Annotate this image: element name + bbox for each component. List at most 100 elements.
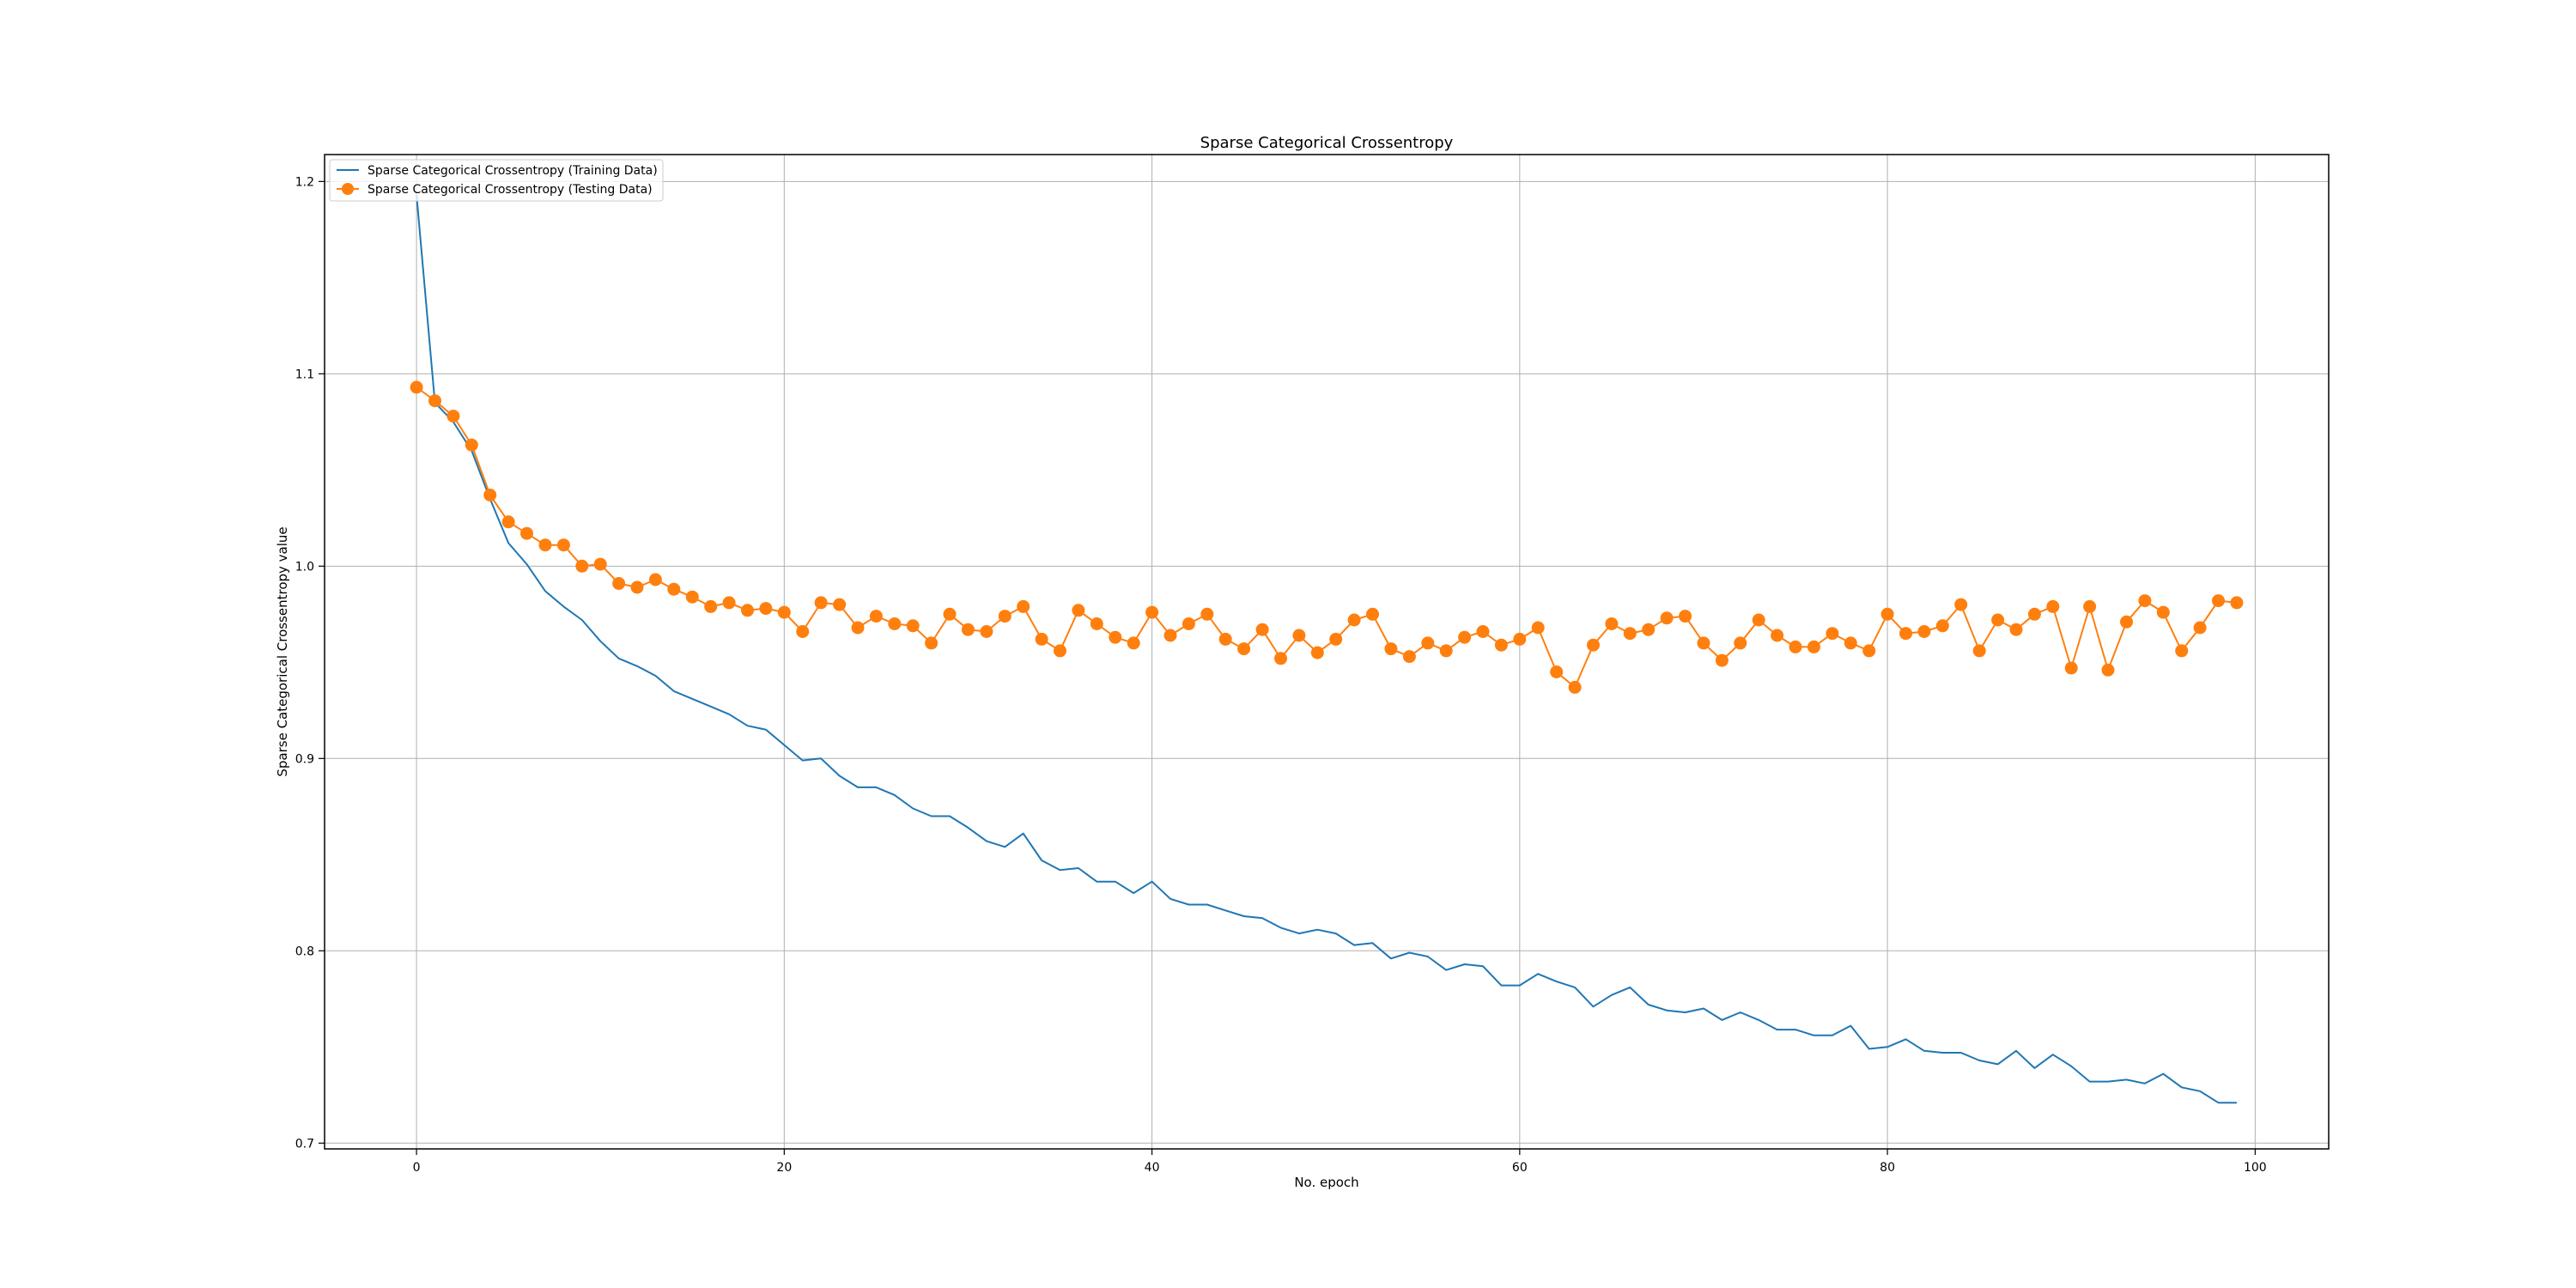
- series-point-1: [465, 438, 478, 452]
- series-point-1: [1054, 644, 1066, 658]
- series-point-1: [1605, 617, 1619, 630]
- series-point-1: [556, 538, 570, 552]
- series-point-1: [1310, 646, 1324, 659]
- series-point-1: [1899, 627, 1912, 641]
- series-point-1: [961, 623, 975, 636]
- series-point-1: [1917, 625, 1931, 638]
- series-point-1: [1329, 632, 1343, 646]
- x-tick-label: 80: [1880, 1161, 1895, 1175]
- series-point-1: [851, 621, 865, 635]
- series-point-1: [1587, 638, 1600, 652]
- x-tick-label: 60: [1512, 1161, 1528, 1175]
- series-point-1: [538, 538, 552, 552]
- series-point-1: [410, 380, 423, 394]
- series-point-1: [1844, 636, 1857, 650]
- series-point-1: [483, 489, 497, 501]
- series-point-1: [943, 607, 957, 621]
- series-point-1: [1274, 652, 1287, 665]
- legend-label-testing: Sparse Categorical Crossentropy (Testing…: [368, 183, 653, 197]
- series-point-1: [1035, 632, 1048, 646]
- series-point-1: [1458, 630, 1472, 644]
- series-point-1: [520, 526, 533, 540]
- series-point-1: [2009, 623, 2023, 636]
- series-point-1: [1182, 617, 1195, 630]
- axis-ticks: 0 20 40 60 80 100 0.7 0.8 0.9 1.0 1.1 1.2: [295, 175, 2267, 1175]
- series-line-1: [416, 386, 2238, 689]
- series-point-1: [2138, 594, 2152, 608]
- series-point-1: [2120, 615, 2133, 629]
- series-point-1: [1255, 623, 1269, 636]
- series-point-1: [888, 617, 902, 630]
- series-point-1: [2101, 663, 2115, 677]
- series-point-1: [1476, 625, 1490, 638]
- series-point-1: [833, 598, 847, 611]
- grid: [325, 155, 2329, 1149]
- legend-label-training: Sparse Categorical Crossentropy (Trainin…: [368, 164, 658, 178]
- series-point-1: [1826, 627, 1839, 641]
- y-axis-label: Sparse Categorical Crossentropy value: [275, 526, 290, 776]
- y-tick-label: 1.1: [295, 368, 314, 381]
- x-tick-label: 0: [413, 1161, 421, 1175]
- series-point-1: [1789, 640, 1802, 653]
- chart-title: Sparse Categorical Crossentropy: [1200, 134, 1454, 152]
- series-point-1: [2046, 599, 2060, 613]
- x-tick-label: 20: [776, 1161, 792, 1175]
- series-point-1: [980, 625, 993, 638]
- series-point-1: [1494, 638, 1508, 652]
- series-point-1: [2083, 599, 2097, 613]
- series-point-1: [1163, 629, 1177, 642]
- series-point-1: [1384, 642, 1398, 656]
- series-point-1: [1642, 623, 1656, 636]
- series-point-1: [575, 559, 589, 573]
- x-axis-label: No. epoch: [1294, 1175, 1358, 1190]
- series-point-1: [612, 577, 626, 590]
- series-point-1: [1807, 640, 1820, 653]
- series-point-1: [1017, 599, 1030, 613]
- y-tick-label: 1.0: [295, 560, 314, 574]
- series-point-1: [1366, 607, 1379, 621]
- series-point-1: [1127, 636, 1140, 650]
- series-line-0: [416, 194, 2237, 1104]
- series-point-1: [1734, 636, 1747, 650]
- series-point-1: [1954, 598, 1968, 611]
- series-point-1: [1200, 607, 1214, 621]
- series-point-1: [593, 557, 607, 571]
- series-point-1: [2193, 621, 2207, 635]
- series-point-1: [1935, 619, 1949, 633]
- series-point-1: [814, 596, 828, 610]
- series-point-1: [1421, 636, 1435, 650]
- series-point-1: [906, 619, 920, 633]
- series-point-1: [501, 515, 515, 529]
- series-point-1: [1550, 665, 1564, 678]
- legend-marker-testing: [342, 183, 354, 195]
- y-tick-label: 0.9: [295, 752, 314, 766]
- series-point-1: [1972, 644, 1986, 658]
- series-point-1: [1862, 644, 1876, 658]
- x-tick-label: 100: [2244, 1161, 2267, 1175]
- series-point-1: [1771, 629, 1784, 642]
- series-point-1: [777, 605, 791, 619]
- legend: Sparse Categorical Crossentropy (Trainin…: [329, 159, 664, 202]
- series-point-1: [704, 599, 718, 613]
- series-point-1: [1623, 627, 1637, 641]
- series-point-1: [1237, 642, 1251, 656]
- series-point-1: [925, 636, 939, 650]
- series-point-1: [722, 596, 736, 610]
- series-point-1: [2156, 605, 2170, 619]
- series-point-1: [869, 610, 883, 623]
- series-point-1: [1531, 621, 1545, 635]
- series-point-1: [1715, 653, 1728, 667]
- series-point-1: [1679, 610, 1692, 623]
- series-point-1: [630, 580, 644, 594]
- series-point-1: [2175, 644, 2189, 658]
- series-point-1: [2027, 607, 2041, 621]
- x-tick-label: 40: [1145, 1161, 1160, 1175]
- y-tick-label: 0.8: [295, 945, 314, 958]
- series-point-1: [1752, 613, 1765, 627]
- series-point-1: [1513, 632, 1527, 646]
- plot-frame: [324, 154, 2330, 1150]
- legend-box: [329, 159, 664, 202]
- series-point-1: [1072, 604, 1085, 617]
